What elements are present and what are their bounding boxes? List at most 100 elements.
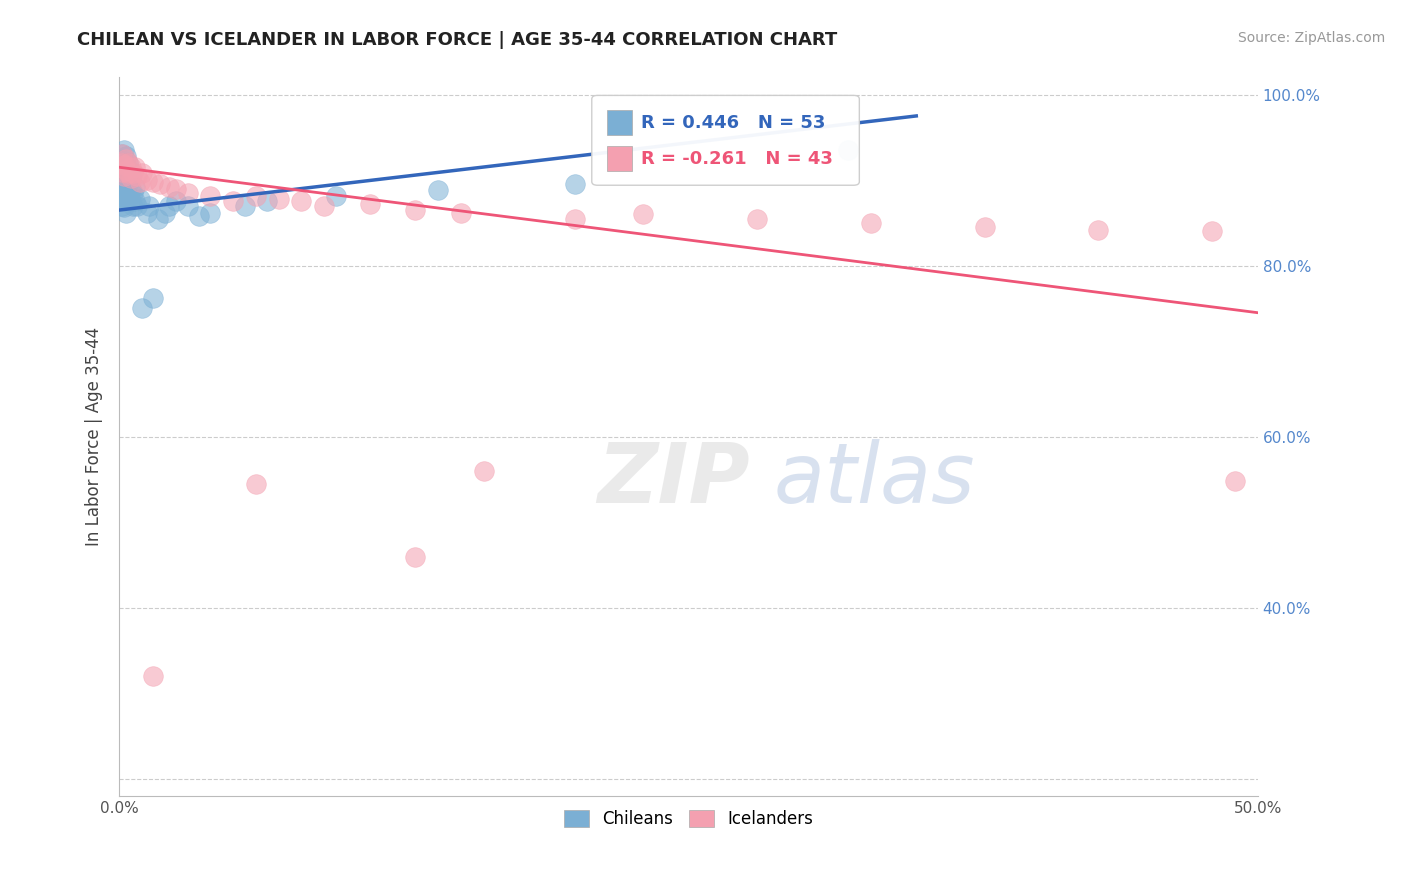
- Point: [142, 291, 165, 305]
- Point: [112, 194, 135, 209]
- Point: [110, 156, 132, 170]
- Point: [112, 162, 135, 177]
- Point: [112, 183, 135, 197]
- Point: [117, 166, 139, 180]
- Point: [245, 188, 267, 202]
- Point: [110, 182, 132, 196]
- Text: R = -0.261   N = 43: R = -0.261 N = 43: [641, 150, 832, 168]
- Text: atlas: atlas: [773, 440, 976, 520]
- Point: [256, 194, 278, 209]
- Point: [1201, 224, 1223, 238]
- Point: [245, 476, 267, 491]
- Point: [115, 149, 138, 163]
- Point: [267, 192, 290, 206]
- Point: [115, 169, 138, 183]
- Point: [146, 211, 169, 226]
- Point: [115, 205, 138, 219]
- Point: [188, 209, 211, 223]
- Point: [427, 183, 450, 197]
- Point: [142, 669, 165, 683]
- Point: [117, 156, 139, 170]
- Point: [564, 211, 586, 226]
- Point: [112, 173, 135, 187]
- Point: [127, 199, 149, 213]
- Point: [122, 186, 145, 200]
- FancyBboxPatch shape: [592, 95, 859, 186]
- Point: [631, 207, 654, 221]
- Point: [112, 154, 135, 169]
- Point: [115, 158, 138, 172]
- Point: [142, 175, 165, 189]
- Point: [404, 549, 426, 564]
- Point: [165, 194, 187, 209]
- Point: [859, 216, 882, 230]
- Point: [124, 180, 146, 194]
- Point: [233, 199, 256, 213]
- Point: [124, 194, 146, 209]
- Point: [110, 164, 132, 178]
- Point: [200, 188, 222, 202]
- Point: [157, 199, 180, 213]
- Point: [1223, 475, 1246, 489]
- Point: [110, 161, 132, 175]
- Point: [120, 194, 142, 209]
- Point: [110, 156, 132, 170]
- Point: [112, 201, 135, 215]
- Point: [112, 158, 135, 172]
- Point: [122, 166, 145, 180]
- Point: [128, 192, 150, 206]
- Text: R = 0.446   N = 53: R = 0.446 N = 53: [641, 113, 825, 132]
- Point: [450, 205, 472, 219]
- Text: Source: ZipAtlas.com: Source: ZipAtlas.com: [1237, 31, 1385, 45]
- Point: [110, 186, 132, 200]
- Point: [131, 166, 153, 180]
- Point: [157, 180, 180, 194]
- Point: [325, 188, 347, 202]
- Point: [120, 161, 142, 175]
- Point: [120, 171, 142, 186]
- Point: [973, 220, 995, 235]
- Point: [120, 182, 142, 196]
- Point: [115, 162, 138, 177]
- Text: ZIP: ZIP: [598, 440, 749, 520]
- Point: [117, 177, 139, 191]
- Point: [112, 169, 135, 183]
- Point: [472, 464, 495, 478]
- Text: CHILEAN VS ICELANDER IN LABOR FORCE | AGE 35-44 CORRELATION CHART: CHILEAN VS ICELANDER IN LABOR FORCE | AG…: [77, 31, 838, 49]
- Point: [314, 199, 336, 213]
- Point: [745, 211, 768, 226]
- Point: [1087, 223, 1109, 237]
- Y-axis label: In Labor Force | Age 35-44: In Labor Force | Age 35-44: [86, 327, 103, 546]
- FancyBboxPatch shape: [606, 146, 631, 171]
- Point: [117, 188, 139, 202]
- Point: [222, 194, 245, 209]
- Point: [115, 180, 138, 194]
- Point: [138, 199, 160, 213]
- Point: [359, 197, 381, 211]
- Point: [122, 199, 145, 213]
- Legend: Chileans, Icelanders: Chileans, Icelanders: [557, 803, 820, 835]
- Point: [564, 178, 586, 192]
- Point: [110, 164, 132, 178]
- Point: [404, 202, 426, 217]
- Point: [115, 152, 138, 166]
- Point: [110, 147, 132, 161]
- Point: [124, 161, 146, 175]
- Point: [110, 173, 132, 187]
- Point: [128, 175, 150, 189]
- Point: [112, 143, 135, 157]
- Point: [290, 194, 312, 209]
- Point: [110, 147, 132, 161]
- Point: [117, 156, 139, 170]
- Point: [131, 301, 153, 316]
- Point: [135, 173, 157, 187]
- Point: [165, 182, 187, 196]
- Point: [176, 199, 198, 213]
- Point: [110, 190, 132, 204]
- Point: [153, 205, 176, 219]
- Point: [127, 169, 149, 183]
- Point: [176, 186, 198, 200]
- FancyBboxPatch shape: [606, 111, 631, 135]
- Point: [117, 166, 139, 180]
- Point: [135, 205, 157, 219]
